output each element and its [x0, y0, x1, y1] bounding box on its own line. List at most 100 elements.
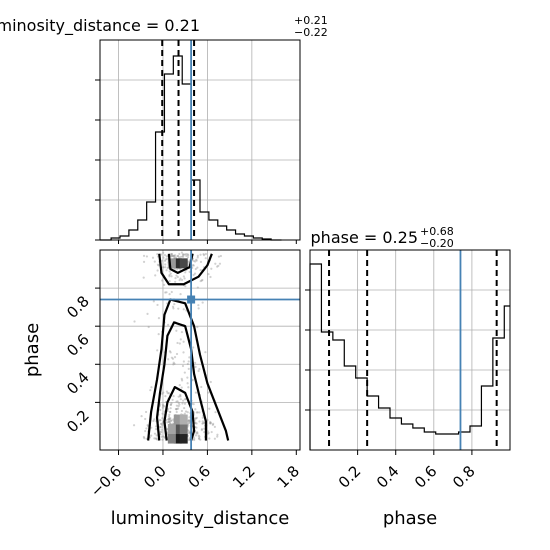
- scatter-sample-point: [170, 254, 173, 257]
- scatter-sample-point: [170, 253, 173, 256]
- scatter-sample-point: [144, 417, 147, 421]
- scatter-sample-point: [179, 267, 182, 271]
- scatter-sample-point: [200, 279, 203, 282]
- scatter-sample-point: [179, 394, 182, 397]
- scatter-sample-point: [169, 410, 172, 414]
- scatter-sample-point: [195, 422, 198, 425]
- scatter-sample-point: [208, 407, 211, 410]
- scatter-sample-point: [177, 254, 180, 258]
- scatter-sample-point: [211, 423, 214, 426]
- scatter-sample-point: [174, 280, 177, 283]
- scatter-sample-point: [177, 401, 180, 404]
- scatter-sample-point: [182, 275, 185, 278]
- scatter-sample-point: [197, 434, 200, 437]
- scatter-sample-point: [185, 254, 188, 258]
- hist2-step-line: [309, 263, 510, 450]
- scatter-sample-point: [188, 356, 191, 359]
- scatter-sample-point: [164, 263, 167, 266]
- scatter-sample-point: [186, 253, 189, 256]
- scatter-sample-point: [154, 428, 158, 431]
- scatter-sample-point: [188, 270, 191, 273]
- scatter-sample-point: [160, 422, 163, 426]
- scatter-sample-point: [187, 367, 190, 370]
- scatter-ytick-label: 0.4: [63, 368, 93, 398]
- scatter-sample-point: [194, 434, 198, 437]
- scatter-sample-point: [192, 403, 195, 406]
- scatter-sample-point: [186, 256, 190, 259]
- scatter-sample-point: [165, 255, 168, 258]
- scatter-sample-point: [165, 390, 169, 393]
- scatter-sample-point: [219, 254, 222, 258]
- scatter-sample-point: [187, 438, 190, 442]
- scatter-sample-point: [184, 410, 188, 413]
- scatter-sample-point: [168, 270, 171, 273]
- scatter-sample-point: [183, 406, 186, 410]
- scatter-sample-point: [168, 417, 171, 420]
- scatter-sample-point: [196, 254, 199, 257]
- scatter-ytick-label: 0.8: [63, 292, 93, 322]
- scatter-density-cell: [173, 414, 182, 425]
- scatter-sample-point: [176, 400, 179, 403]
- scatter-sample-point: [168, 293, 171, 296]
- scatter-sample-point: [171, 305, 175, 308]
- scatter-sample-point: [173, 303, 176, 306]
- scatter-sample-point: [196, 266, 199, 269]
- scatter-sample-point: [162, 435, 165, 438]
- scatter-density-cell: [179, 414, 188, 425]
- scatter-sample-point: [168, 421, 171, 424]
- scatter-sample-point: [180, 251, 183, 254]
- scatter-sample-point: [176, 275, 179, 279]
- scatter-sample-point: [173, 268, 176, 271]
- scatter-sample-point: [150, 386, 153, 389]
- scatter-sample-point: [160, 259, 164, 262]
- scatter-sample-point: [162, 256, 165, 259]
- scatter-sample-point: [192, 259, 195, 263]
- scatter-sample-point: [167, 392, 171, 395]
- hist2-xtick-label: 0.2: [335, 462, 365, 492]
- scatter-sample-point: [172, 307, 175, 310]
- scatter-sample-point: [204, 257, 207, 260]
- scatter-sample-point: [196, 411, 199, 414]
- scatter-sample-point: [167, 420, 170, 424]
- scatter-sample-point: [192, 273, 195, 276]
- scatter-sample-point: [188, 437, 191, 440]
- scatter-sample-point: [209, 275, 212, 279]
- hist2-xtick-label: 0.4: [373, 462, 403, 492]
- scatter-sample-point: [154, 425, 158, 428]
- scatter-sample-point: [169, 272, 172, 275]
- scatter-sample-point: [206, 418, 209, 422]
- hist1-frame: [99, 39, 301, 241]
- scatter-contour: [158, 253, 213, 286]
- hist2-xtick-label: 0.8: [449, 462, 479, 492]
- scatter-sample-point: [201, 278, 204, 282]
- scatter-sample-point: [181, 253, 185, 256]
- scatter-sample-point: [157, 317, 161, 320]
- scatter-sample-point: [168, 279, 171, 283]
- scatter-sample-point: [202, 253, 205, 256]
- scatter-sample-point: [168, 350, 171, 353]
- scatter-sample-point: [201, 422, 204, 425]
- scatter-sample-point: [156, 263, 160, 266]
- scatter-sample-point: [159, 419, 162, 422]
- scatter-sample-point: [160, 430, 163, 434]
- scatter-xtick-label: 1.2: [229, 462, 259, 492]
- scatter-sample-point: [146, 423, 149, 427]
- scatter-sample-point: [160, 253, 163, 256]
- scatter-sample-point: [155, 434, 158, 437]
- scatter-sample-point: [194, 267, 197, 271]
- hist1-ticks: [95, 79, 297, 244]
- scatter-sample-point: [213, 425, 216, 428]
- scatter-sample-point: [195, 432, 198, 435]
- hist2-xlabel: phase: [383, 508, 437, 529]
- scatter-sample-point: [199, 268, 202, 272]
- scatter-sample-point: [183, 412, 186, 415]
- scatter-sample-point: [161, 406, 164, 409]
- scatter-density-cell: [179, 258, 188, 269]
- scatter-sample-point: [199, 438, 202, 441]
- hist2-title-plus: +0.68: [420, 225, 454, 238]
- scatter-sample-point: [187, 422, 190, 425]
- scatter-sample-point: [210, 430, 213, 434]
- scatter-sample-point: [140, 415, 143, 418]
- scatter-sample-point: [195, 259, 198, 262]
- hist2-quantile-lines: [328, 250, 498, 450]
